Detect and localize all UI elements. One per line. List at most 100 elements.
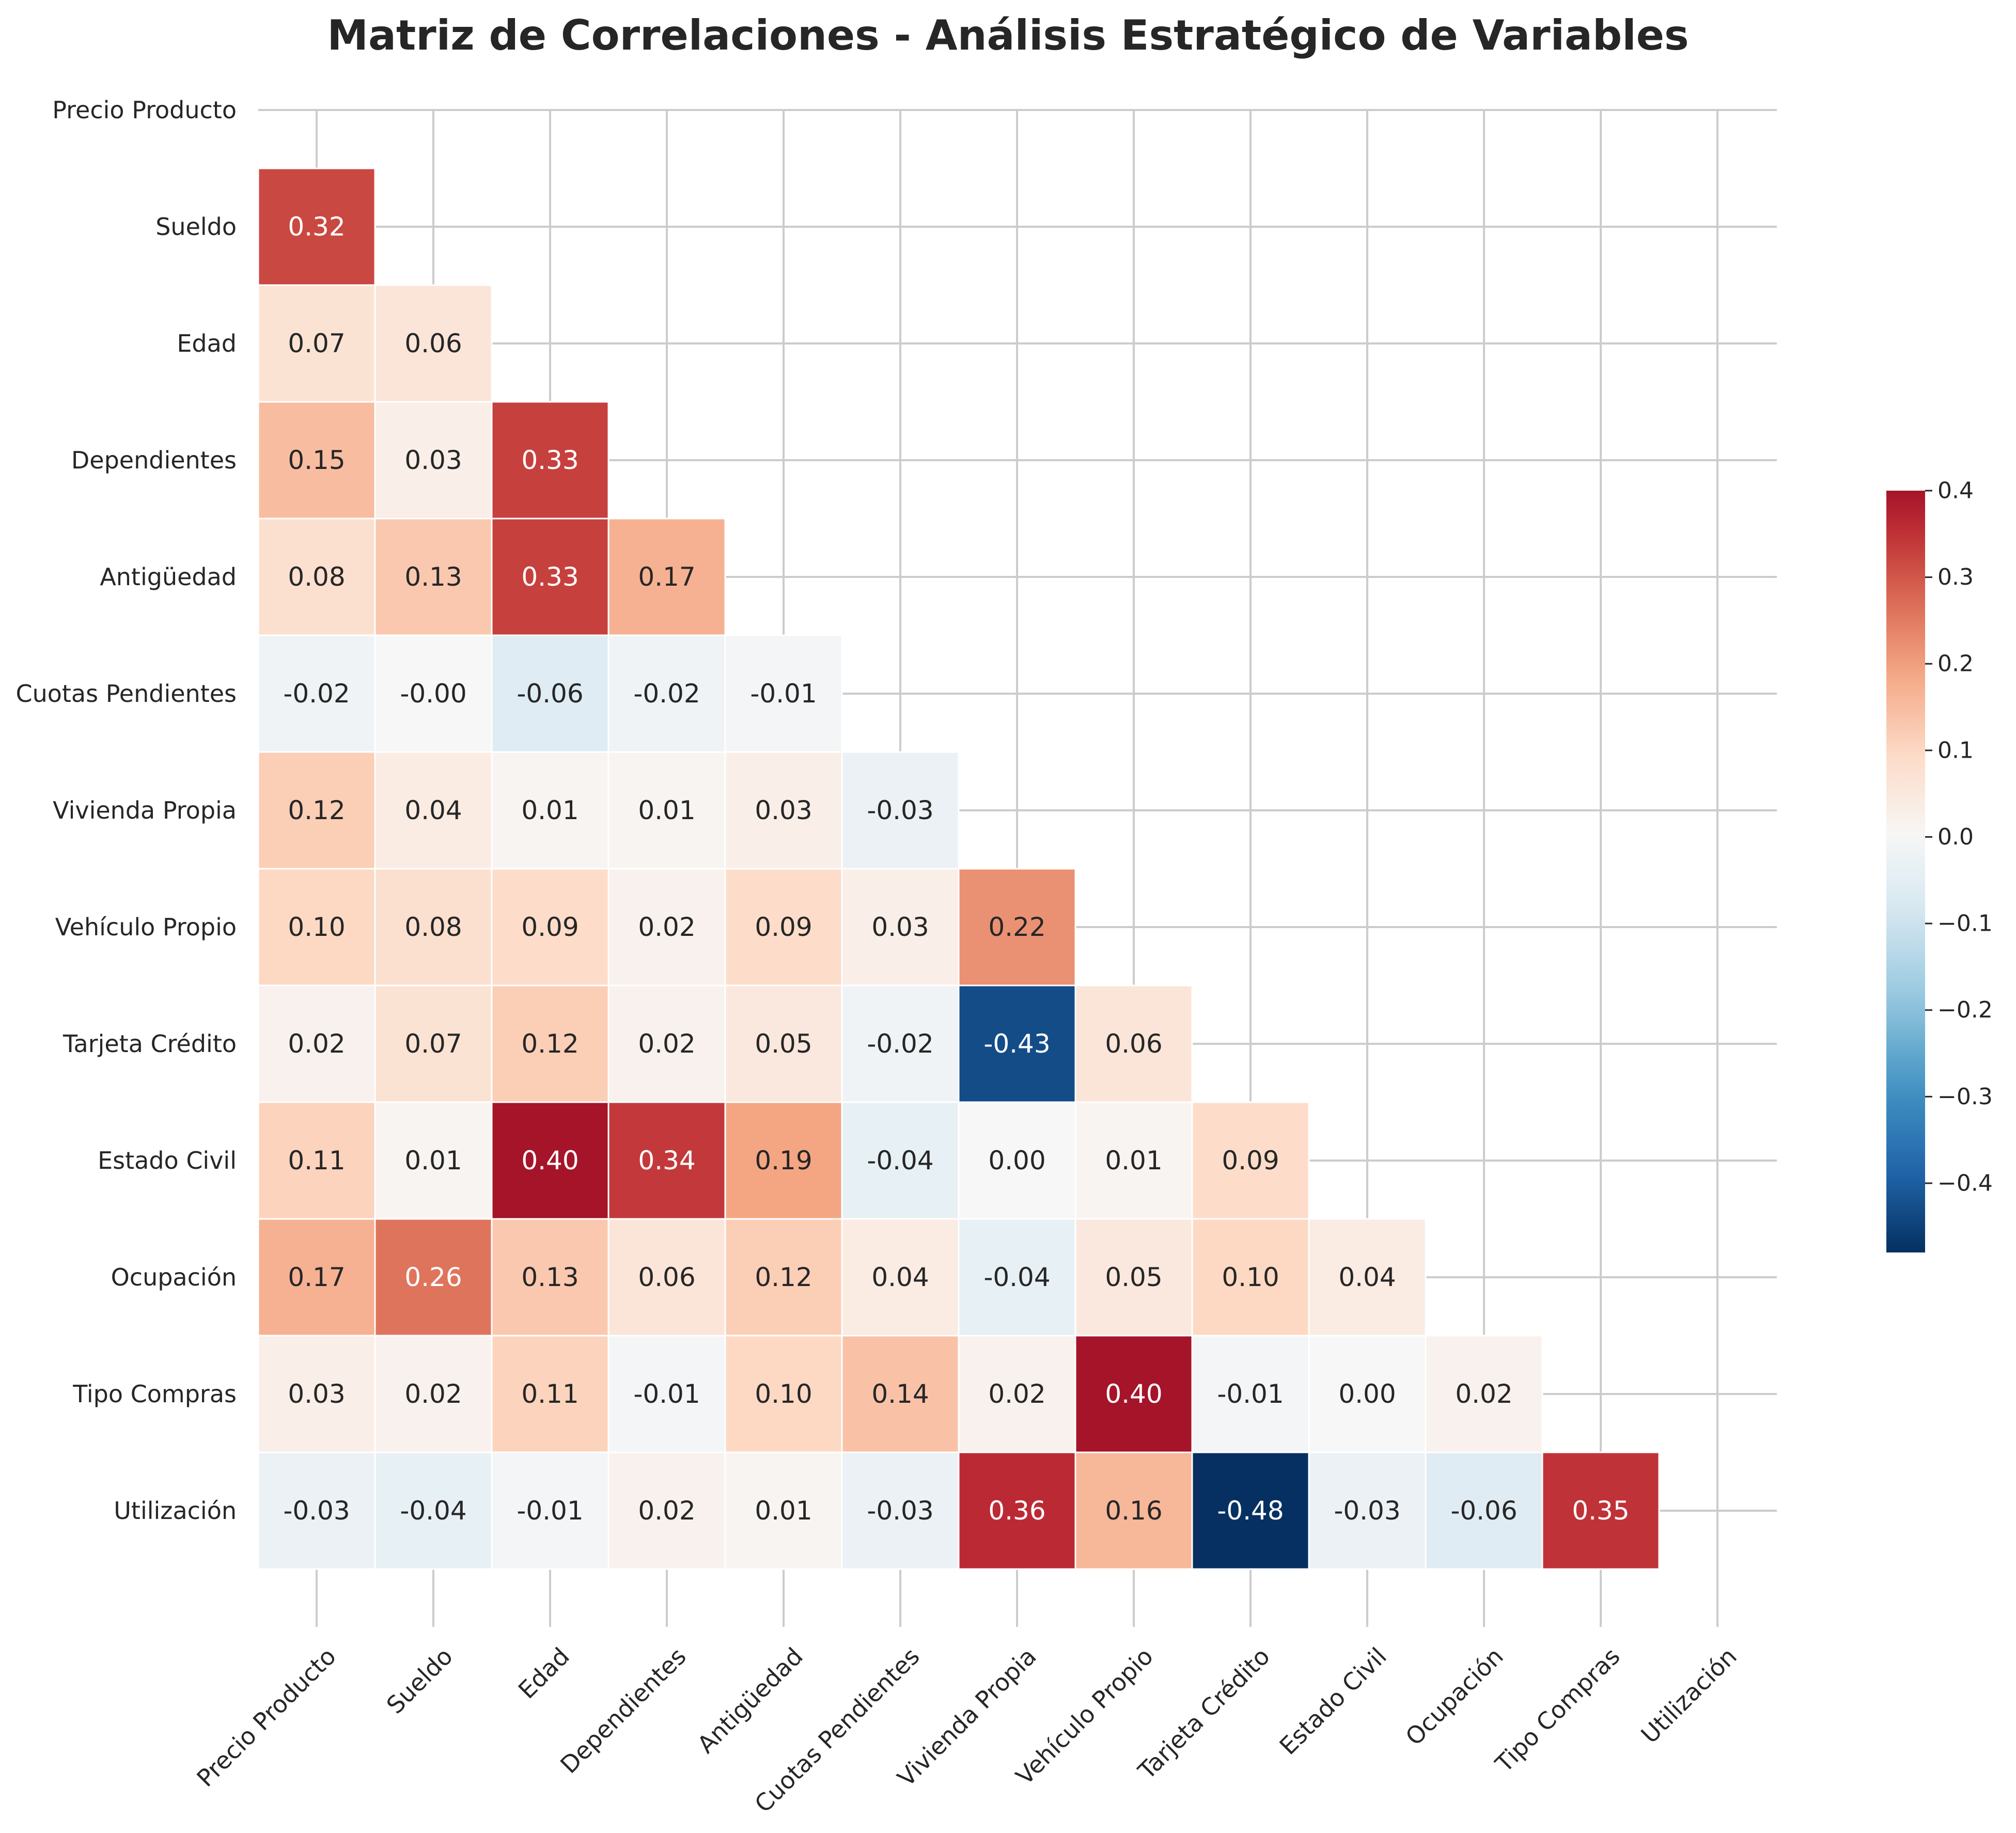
- colorbar-tick-label: −0.1: [1937, 911, 1993, 937]
- x-tick-label: Sueldo: [381, 1642, 458, 1719]
- heatmap-cell: [724, 1101, 843, 1220]
- cell-value-label: 0.10: [755, 1379, 812, 1409]
- cell-value-label: 0.06: [404, 328, 462, 358]
- cell-value-label: 0.09: [1222, 1146, 1279, 1176]
- heatmap-cell: [257, 401, 376, 520]
- heatmap-cell: [257, 984, 376, 1103]
- cell-value-label: 0.00: [1338, 1379, 1396, 1409]
- heatmap-cell: [374, 634, 493, 753]
- x-tick-label: Tipo Compras: [1490, 1642, 1626, 1778]
- heatmap-cell: [1541, 1451, 1660, 1570]
- y-tick-label: Vehículo Propio: [55, 913, 237, 941]
- colorbar-tick-label: 0.0: [1937, 824, 1974, 850]
- colorbar-tick-label: 0.2: [1937, 651, 1974, 677]
- cell-value-label: -0.02: [283, 679, 350, 709]
- x-tick-label: Precio Producto: [191, 1642, 341, 1792]
- cell-value-label: -0.04: [867, 1146, 933, 1176]
- cell-value-label: -0.48: [1217, 1496, 1284, 1526]
- cell-value-label: 0.26: [404, 1262, 462, 1292]
- heatmap-cell: [958, 868, 1076, 986]
- colorbar-tick-label: 0.1: [1937, 737, 1974, 763]
- y-tick-label: Estado Civil: [98, 1147, 237, 1174]
- heatmap-cell: [607, 751, 726, 870]
- heatmap-cell: [374, 1101, 493, 1220]
- cell-value-label: 0.12: [521, 1029, 579, 1059]
- cell-value-label: 0.34: [638, 1146, 695, 1176]
- x-tick-label: Antigüedad: [692, 1642, 808, 1759]
- cell-value-label: 0.02: [638, 912, 695, 942]
- x-tick-label: Dependientes: [555, 1642, 692, 1779]
- heatmap-cell: [1425, 1335, 1543, 1453]
- colorbar-tick-label: 0.3: [1937, 564, 1974, 590]
- cell-value-label: 0.05: [1105, 1262, 1162, 1292]
- heatmap-cell: [374, 868, 493, 986]
- heatmap-cell: [724, 751, 843, 870]
- cell-value-label: -0.43: [983, 1029, 1050, 1059]
- y-tick-label: Vivienda Propia: [53, 796, 237, 824]
- chart-title: Matriz de Correlaciones - Análisis Estra…: [327, 11, 1689, 59]
- heatmap-cell: [1191, 1218, 1310, 1337]
- heatmap-cell: [841, 1335, 960, 1453]
- heatmap-cell: [958, 1101, 1076, 1220]
- cell-value-label: 0.00: [988, 1146, 1045, 1176]
- y-tick-label: Edad: [177, 330, 237, 357]
- colorbar-tick-label: −0.2: [1937, 997, 1993, 1023]
- x-tick-label: Ocupación: [1400, 1642, 1508, 1751]
- y-axis-tick-labels: Precio Producto Sueldo Edad Dependientes Ant…: [15, 96, 237, 1525]
- heatmap-cell: [1308, 1451, 1427, 1570]
- cell-value-label: 0.13: [521, 1262, 579, 1292]
- cell-value-label: 0.22: [988, 912, 1045, 942]
- heatmap-cell: [1074, 1335, 1193, 1453]
- cell-value-label: 0.01: [755, 1496, 812, 1526]
- cell-value-label: -0.04: [983, 1262, 1050, 1292]
- y-tick-label: Ocupación: [111, 1263, 237, 1291]
- y-tick-label: Cuotas Pendientes: [15, 680, 237, 708]
- heatmap-cell: [257, 284, 376, 403]
- cell-value-label: 0.03: [404, 445, 462, 475]
- cell-value-label: -0.01: [750, 679, 817, 709]
- colorbar-tick-label: −0.4: [1937, 1170, 1993, 1196]
- y-tick-label: Utilización: [114, 1497, 237, 1525]
- cell-value-label: 0.04: [404, 795, 462, 825]
- cell-value-label: -0.06: [517, 679, 583, 709]
- heatmap-cell: [257, 1218, 376, 1337]
- cell-value-label: 0.17: [638, 562, 695, 592]
- y-tick-label: Antigüedad: [100, 563, 237, 591]
- cell-value-label: 0.12: [755, 1262, 812, 1292]
- cell-value-label: -0.00: [400, 679, 466, 709]
- cell-value-label: 0.02: [988, 1379, 1045, 1409]
- cell-value-label: 0.33: [521, 562, 579, 592]
- y-tick-label: Dependientes: [71, 446, 237, 474]
- heatmap-cell: [841, 1101, 960, 1220]
- cell-value-label: 0.09: [755, 912, 812, 942]
- heatmap-cell: [374, 284, 493, 403]
- heatmap-cell: [1074, 984, 1193, 1103]
- heatmap-cell: [958, 1335, 1076, 1453]
- heatmap-cell: [607, 1101, 726, 1220]
- heatmap-cell: [607, 1335, 726, 1453]
- colorbar: 0.4 0.3 0.2 0.1 0.0 −0.1 −0.2 −0.3 −0.4: [1886, 478, 1993, 1252]
- cell-value-label: 0.03: [288, 1379, 345, 1409]
- heatmap-cell: [257, 634, 376, 753]
- heatmap-cell: [257, 167, 376, 286]
- heatmap-cell: [841, 751, 960, 870]
- heatmap-cell: [491, 1101, 610, 1220]
- cell-value-label: 0.02: [638, 1029, 695, 1059]
- colorbar-tick-label: −0.3: [1937, 1084, 1993, 1110]
- heatmap-cell: [1074, 1101, 1193, 1220]
- cell-value-label: 0.40: [521, 1146, 579, 1176]
- cell-value-label: 0.11: [288, 1146, 345, 1176]
- cell-value-label: 0.03: [755, 795, 812, 825]
- cell-value-label: 0.40: [1105, 1379, 1162, 1409]
- heatmap-cell: [257, 518, 376, 636]
- heatmap-cell: [491, 401, 610, 520]
- heatmap-cell: [491, 868, 610, 986]
- cell-value-label: 0.16: [1105, 1496, 1162, 1526]
- heatmap-cell: [1074, 1218, 1193, 1337]
- cell-value-label: 0.02: [1455, 1379, 1512, 1409]
- heatmap-cell: [491, 1335, 610, 1453]
- cell-value-label: 0.06: [638, 1262, 695, 1292]
- cell-value-label: -0.03: [1334, 1496, 1400, 1526]
- cell-value-label: 0.33: [521, 445, 579, 475]
- heatmap-cell: [491, 1218, 610, 1337]
